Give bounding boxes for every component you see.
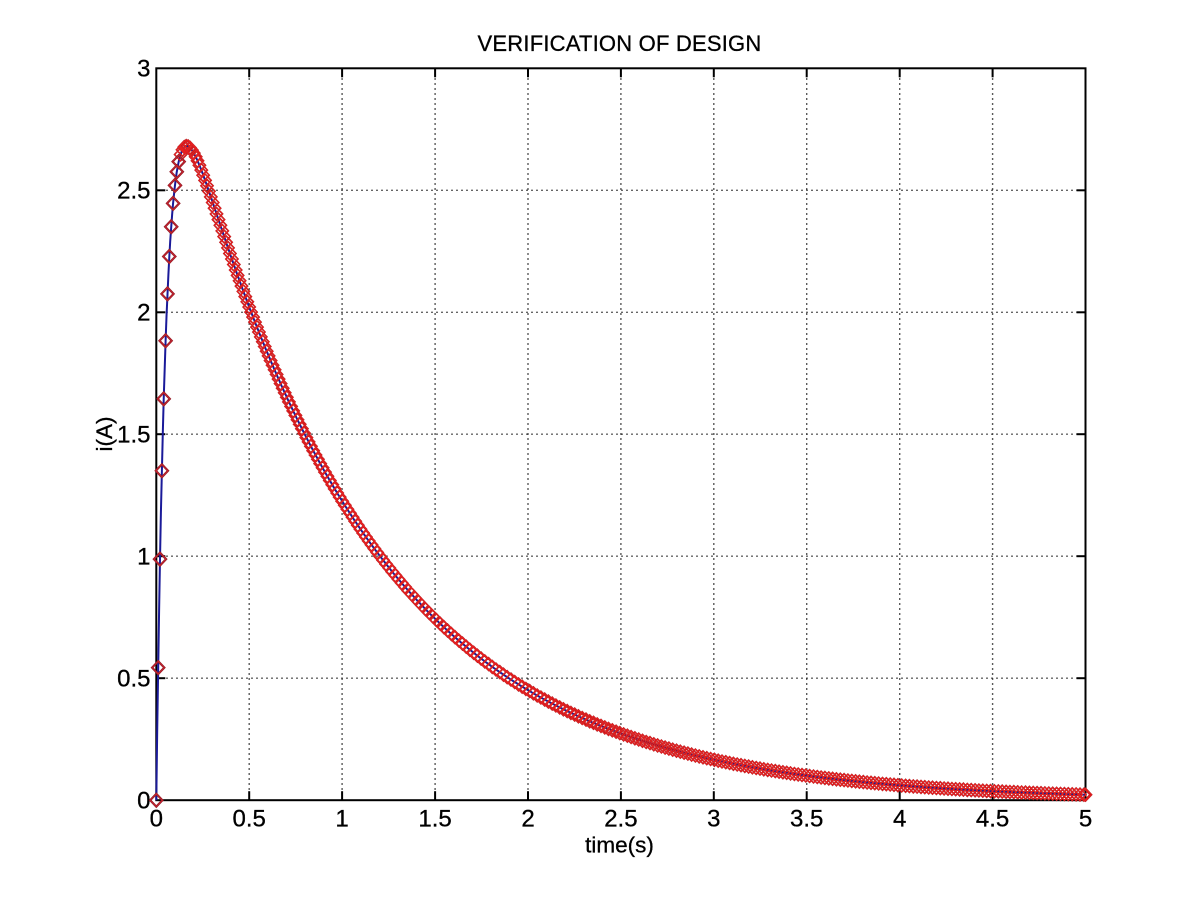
svg-text:2.5: 2.5: [604, 806, 637, 833]
svg-text:2.5: 2.5: [117, 178, 150, 205]
svg-text:3: 3: [137, 56, 150, 83]
svg-text:1.5: 1.5: [117, 421, 150, 448]
svg-text:3.5: 3.5: [790, 806, 823, 833]
svg-text:1.5: 1.5: [418, 806, 451, 833]
svg-text:VERIFICATION OF DESIGN: VERIFICATION OF DESIGN: [478, 31, 762, 56]
svg-text:2: 2: [137, 300, 150, 327]
svg-text:3: 3: [707, 806, 720, 833]
svg-text:0: 0: [150, 806, 163, 833]
svg-text:4: 4: [893, 806, 906, 833]
svg-text:0.5: 0.5: [233, 806, 266, 833]
svg-text:1: 1: [335, 806, 348, 833]
svg-text:i(A): i(A): [92, 417, 117, 452]
svg-text:0.5: 0.5: [117, 665, 150, 692]
svg-text:4.5: 4.5: [976, 806, 1009, 833]
svg-text:5: 5: [1079, 806, 1092, 833]
svg-text:2: 2: [521, 806, 534, 833]
svg-text:time(s): time(s): [585, 833, 654, 858]
svg-text:0: 0: [137, 787, 150, 814]
svg-text:1: 1: [137, 543, 150, 570]
